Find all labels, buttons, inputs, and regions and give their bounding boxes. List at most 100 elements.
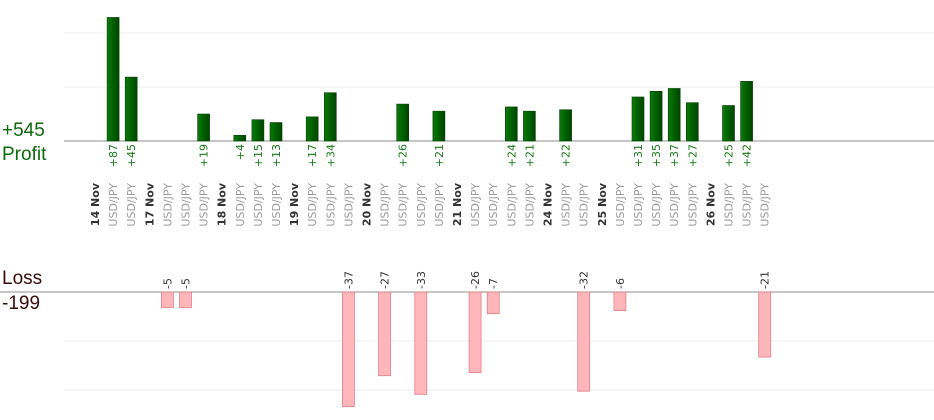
pair-label: USD/JPY xyxy=(578,183,591,227)
pair-label: USD/JPY xyxy=(614,183,627,227)
loss-bar xyxy=(414,291,428,395)
loss-value-label: -27 xyxy=(379,271,392,289)
profit-bar xyxy=(685,102,699,142)
loss-bar xyxy=(468,291,482,373)
pair-label: USD/JPY xyxy=(379,183,392,227)
loss-value-label: -37 xyxy=(342,271,355,289)
profit-value-label: +45 xyxy=(125,144,138,167)
profit-value-label: +35 xyxy=(650,144,663,167)
profit-bar xyxy=(251,119,265,142)
loss-bar xyxy=(613,291,627,312)
loss-value-label: -5 xyxy=(161,278,174,289)
pair-label: USD/JPY xyxy=(324,183,337,227)
pair-label: USD/JPY xyxy=(759,183,772,227)
profit-value-label: +21 xyxy=(433,144,446,167)
loss-bar xyxy=(577,291,591,392)
date-label: 25 Nov xyxy=(596,182,609,226)
chart-marks: 14 Nov USD/JPY +87 USD/JPY +45 17 Nov USD/JPY -… xyxy=(89,17,772,408)
profit-value-label: +21 xyxy=(523,144,536,167)
date-label: 14 Nov xyxy=(89,182,102,226)
loss-value-label: -32 xyxy=(578,271,591,289)
pair-label: USD/JPY xyxy=(650,183,663,227)
loss-bar xyxy=(758,291,772,358)
pair-label: USD/JPY xyxy=(397,183,410,227)
pair-label: USD/JPY xyxy=(342,183,355,227)
date-label: 20 Nov xyxy=(361,182,374,226)
profit-value-label: +34 xyxy=(324,144,337,167)
date-label: 24 Nov xyxy=(542,182,555,226)
loss-bar xyxy=(160,291,174,308)
profit-bar xyxy=(523,110,536,142)
profit-value-label: +87 xyxy=(107,144,120,167)
pair-label: USD/JPY xyxy=(161,183,174,227)
profit-bar xyxy=(504,106,518,142)
profit-bar xyxy=(233,135,247,142)
profit-value-label: +15 xyxy=(252,144,265,167)
loss-bar xyxy=(179,291,192,308)
profit-bar xyxy=(667,88,681,142)
profit-bar xyxy=(269,122,283,142)
loss-value-label: -5 xyxy=(180,278,193,289)
profit-bar xyxy=(323,92,337,142)
loss-value-label: -6 xyxy=(614,278,627,289)
pair-label: USD/JPY xyxy=(107,183,120,227)
pair-label: USD/JPY xyxy=(180,183,193,227)
date-label: 19 Nov xyxy=(288,182,301,226)
pair-label: USD/JPY xyxy=(723,183,736,227)
profit-value-label: +22 xyxy=(560,144,573,167)
loss-bar xyxy=(341,291,355,408)
loss-value-label: -21 xyxy=(759,271,772,289)
pair-label: USD/JPY xyxy=(686,183,699,227)
pair-label: USD/JPY xyxy=(252,183,265,227)
profit-bar xyxy=(631,96,645,142)
pair-label: USD/JPY xyxy=(668,183,681,227)
loss-bar xyxy=(486,291,500,315)
pair-label: USD/JPY xyxy=(198,183,211,227)
profit-value-label: +19 xyxy=(198,144,211,167)
pair-label: USD/JPY xyxy=(433,183,446,227)
profit-bar xyxy=(649,91,663,142)
profit-value-label: +37 xyxy=(668,144,681,167)
profit-bar xyxy=(197,113,210,142)
loss-label: Loss xyxy=(2,268,43,289)
loss-bar xyxy=(378,291,392,377)
profit-bar xyxy=(722,105,735,142)
pair-label: USD/JPY xyxy=(234,183,247,227)
pair-label: USD/JPY xyxy=(270,183,283,227)
profit-bar xyxy=(559,109,572,142)
pair-label: USD/JPY xyxy=(306,183,319,227)
gridlines xyxy=(0,32,934,391)
profit-value-label: +27 xyxy=(686,144,699,167)
profit-bar xyxy=(396,103,410,142)
pair-label: USD/JPY xyxy=(125,183,138,227)
profit-label: Profit xyxy=(2,144,47,165)
loss-value-label: -26 xyxy=(469,271,482,289)
profit-value-label: +17 xyxy=(306,144,319,167)
date-label: 17 Nov xyxy=(143,182,156,226)
pair-label: USD/JPY xyxy=(741,183,754,227)
profit-bar xyxy=(740,81,753,142)
pair-label: USD/JPY xyxy=(632,183,645,227)
pair-label: USD/JPY xyxy=(487,183,500,227)
profit-bar xyxy=(305,116,319,142)
pair-label: USD/JPY xyxy=(415,183,428,227)
profit-total: +545 xyxy=(2,120,45,141)
profit-bar xyxy=(106,17,120,142)
profit-value-label: +42 xyxy=(741,144,754,167)
profit-value-label: +24 xyxy=(505,144,518,167)
profit-value-label: +26 xyxy=(397,144,410,167)
profit-value-label: +4 xyxy=(234,144,247,160)
pair-label: USD/JPY xyxy=(560,183,573,227)
pair-label: USD/JPY xyxy=(505,183,518,227)
profit-value-label: +13 xyxy=(270,144,283,167)
profit-value-label: +25 xyxy=(723,144,736,167)
date-label: 26 Nov xyxy=(704,182,717,226)
loss-total: -199 xyxy=(2,293,41,314)
profit-value-label: +31 xyxy=(632,144,645,167)
profit-bar xyxy=(432,110,446,142)
loss-value-label: -7 xyxy=(487,278,500,289)
pair-label: USD/JPY xyxy=(523,183,536,227)
date-label: 21 Nov xyxy=(451,182,464,226)
date-label: 18 Nov xyxy=(216,182,229,226)
